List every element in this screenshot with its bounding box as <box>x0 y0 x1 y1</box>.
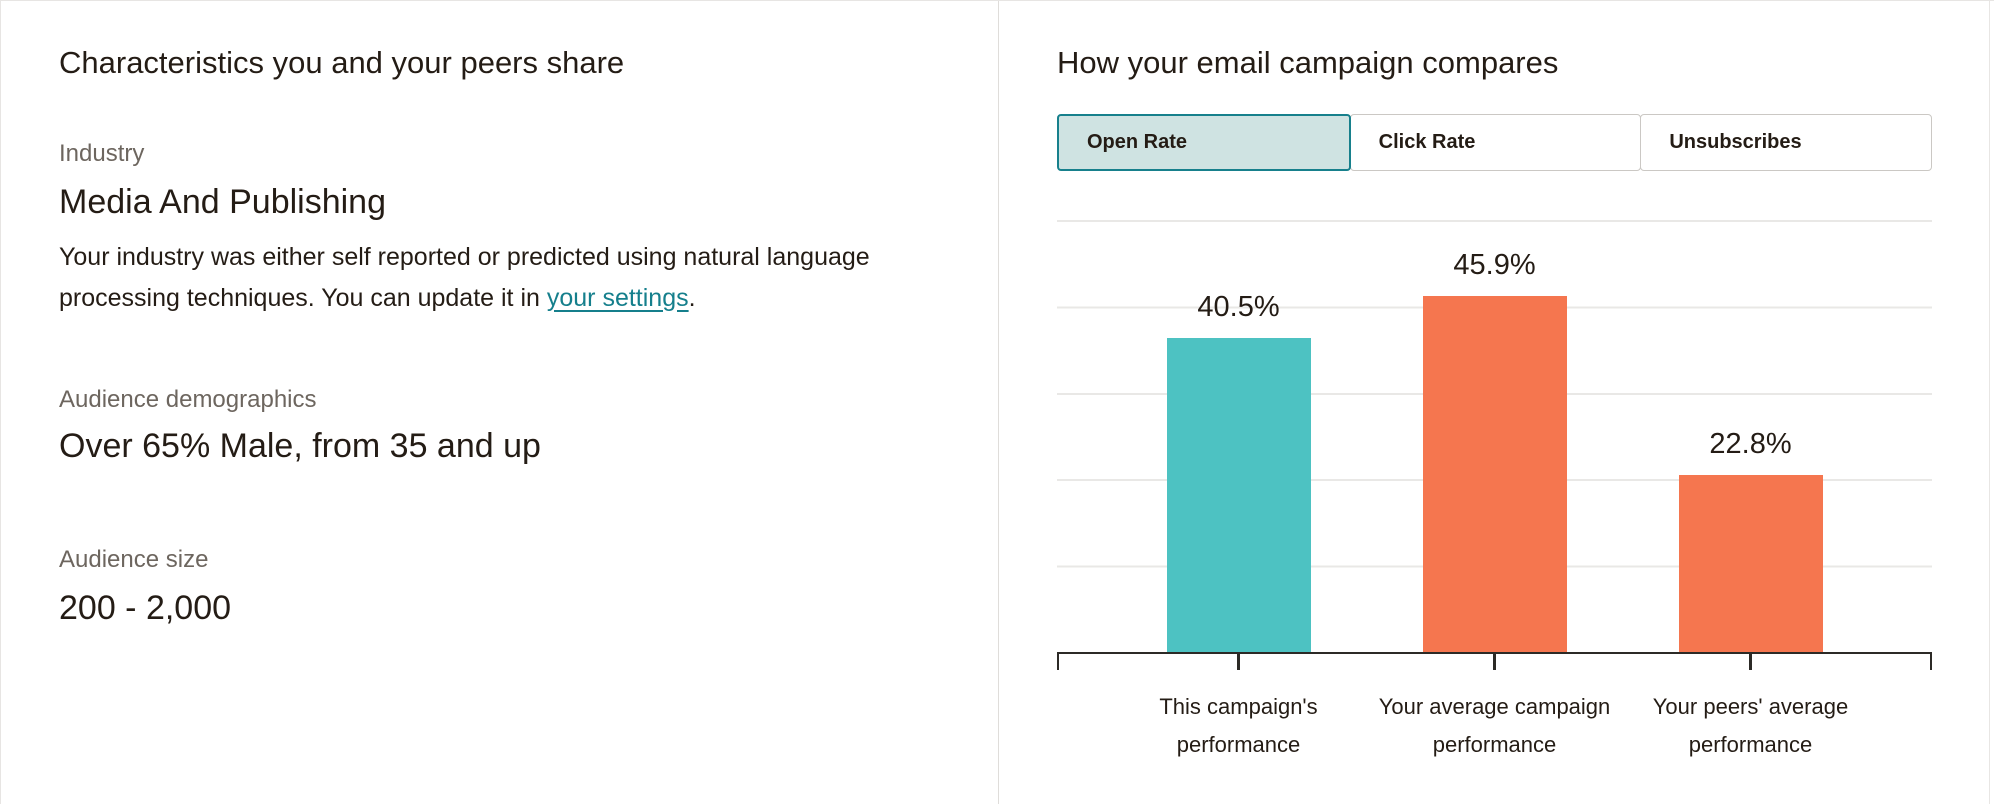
bar-value-peers-average: 22.8% <box>1709 428 1792 461</box>
x-axis-tick <box>1237 654 1240 670</box>
bar-value-this-campaign: 40.5% <box>1197 290 1280 323</box>
bar-slot-this-campaign: 40.5% <box>1111 220 1367 652</box>
x-axis-right-cap <box>1930 654 1932 670</box>
audience-demographics-value: Over 65% Male, from 35 and up <box>59 427 541 465</box>
bar-this-campaign <box>1166 337 1311 652</box>
tick-slot-1 <box>1111 654 1367 670</box>
page-right-edge <box>1989 1 1990 804</box>
tab-open-rate[interactable]: Open Rate <box>1057 114 1351 171</box>
tab-unsubscribes[interactable]: Unsubscribes <box>1640 114 1933 171</box>
tick-slot-2 <box>1367 654 1623 670</box>
industry-note: Your industry was either self reported o… <box>59 237 879 319</box>
bar-slot-your-average: 45.9% <box>1367 220 1623 652</box>
xlabel-line: Your peers' average <box>1652 694 1849 719</box>
x-axis-ticks <box>1111 654 1879 670</box>
x-axis-tick <box>1749 654 1752 670</box>
peer-characteristics-panel: Characteristics you and your peers share… <box>1 1 998 804</box>
bar-slot-peers-average: 22.8% <box>1623 220 1879 652</box>
xlabel-line: performance <box>1176 732 1301 757</box>
x-axis-left-cap <box>1057 654 1059 670</box>
bar-chart-bars: 40.5% 45.9% 22.8% <box>1111 220 1879 652</box>
panel-divider <box>998 1 999 804</box>
bar-peers-average <box>1678 475 1823 652</box>
tick-slot-3 <box>1623 654 1879 670</box>
industry-note-period: . <box>688 284 696 312</box>
metric-tabs: Open Rate Click Rate Unsubscribes <box>1057 114 1933 171</box>
xlabel-line: performance <box>1432 732 1557 757</box>
audience-size-value: 200 - 2,000 <box>59 589 232 627</box>
xlabel-line: performance <box>1688 732 1813 757</box>
audience-size-label: Audience size <box>59 546 209 573</box>
xlabel-peers-average: Your peers' average performance <box>1623 688 1879 764</box>
xlabel-line: Your average campaign <box>1378 694 1611 719</box>
bar-chart-plot-area: 40.5% 45.9% 22.8% <box>1057 220 1932 654</box>
x-axis <box>1057 654 1932 672</box>
xlabel-your-average: Your average campaign performance <box>1367 688 1623 764</box>
industry-label: Industry <box>59 140 145 167</box>
x-axis-tick <box>1493 654 1496 670</box>
bar-value-your-average: 45.9% <box>1453 249 1536 282</box>
your-settings-link[interactable]: your settings <box>546 284 689 312</box>
campaign-compare-panel: How your email campaign compares Open Ra… <box>999 1 1994 804</box>
x-axis-labels: This campaign's performance Your average… <box>1111 688 1879 764</box>
bar-your-average <box>1422 296 1567 652</box>
audience-demographics-label: Audience demographics <box>59 386 317 413</box>
xlabel-this-campaign: This campaign's performance <box>1111 688 1367 764</box>
industry-value: Media And Publishing <box>59 183 387 221</box>
industry-note-text: Your industry was either self reported o… <box>59 243 870 312</box>
xlabel-line: This campaign's <box>1159 694 1318 719</box>
campaign-compare-heading: How your email campaign compares <box>1057 45 1559 80</box>
peer-characteristics-heading: Characteristics you and your peers share <box>59 45 625 80</box>
tab-click-rate[interactable]: Click Rate <box>1349 114 1642 171</box>
